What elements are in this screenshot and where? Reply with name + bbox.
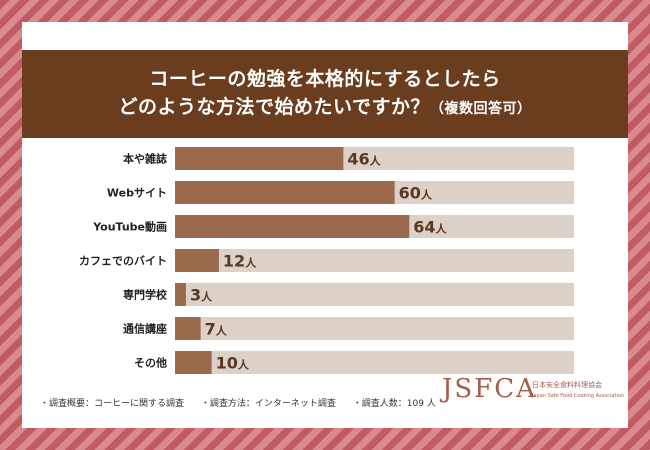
category-label: 通信講座 [123,322,167,336]
bar [175,249,219,272]
survey-respondents: ・調査人数：109 人 [352,399,436,409]
title-note: （複数回答可） [429,101,532,117]
value-label: 60人 [399,184,433,203]
bar [175,181,395,204]
bar-track [175,249,574,272]
bar [175,283,186,306]
bar-track [175,351,574,374]
title-line-2: どのような方法で始めたいですか？（複数回答可） [119,93,532,123]
title-question: どのような方法で始めたいですか？ [118,96,430,118]
logo-english-name: Japan Safe Food Cooking Association [532,393,625,399]
category-label: 専門学校 [123,288,168,302]
category-label: カフェでのバイト [79,255,167,268]
bar [175,351,212,374]
value-label: 3人 [190,286,213,305]
chart-card: コーヒーの勉強を本格的にするとしたら どのような方法で始めたいですか？（複数回答… [22,22,628,428]
jsfca-logo: JSFCA 日本安全食料料理協会 Japan Safe Food Cooking… [442,374,624,414]
bar [175,215,410,238]
value-label: 64人 [413,218,447,237]
bar-track [175,317,574,340]
value-label: 12人 [223,252,257,271]
title-line-1: コーヒーの勉強を本格的にするとしたら [149,68,501,90]
title-banner: コーヒーの勉強を本格的にするとしたら どのような方法で始めたいですか？（複数回答… [22,50,628,138]
logo-japanese-name: 日本安全食料料理協会 [532,381,602,389]
bar-track [175,283,574,306]
survey-footer: ・調査概要：コーヒーに関する調査 ・調査方法：インターネット調査 ・調査人数：1… [40,396,450,409]
category-label: YouTube動画 [92,220,167,234]
survey-overview: ・調査概要：コーヒーに関する調査 [40,399,185,409]
value-label: 46人 [347,150,381,169]
category-label: 本や雑誌 [123,152,167,166]
value-label: 7人 [205,320,228,339]
bar [175,147,344,170]
bar [175,317,201,340]
logo-wordmark: JSFCA [442,374,537,404]
survey-method: ・調査方法：インターネット調査 [200,399,336,409]
category-label: Webサイト [107,187,167,200]
value-label: 10人 [216,354,250,373]
category-label: その他 [134,356,167,370]
